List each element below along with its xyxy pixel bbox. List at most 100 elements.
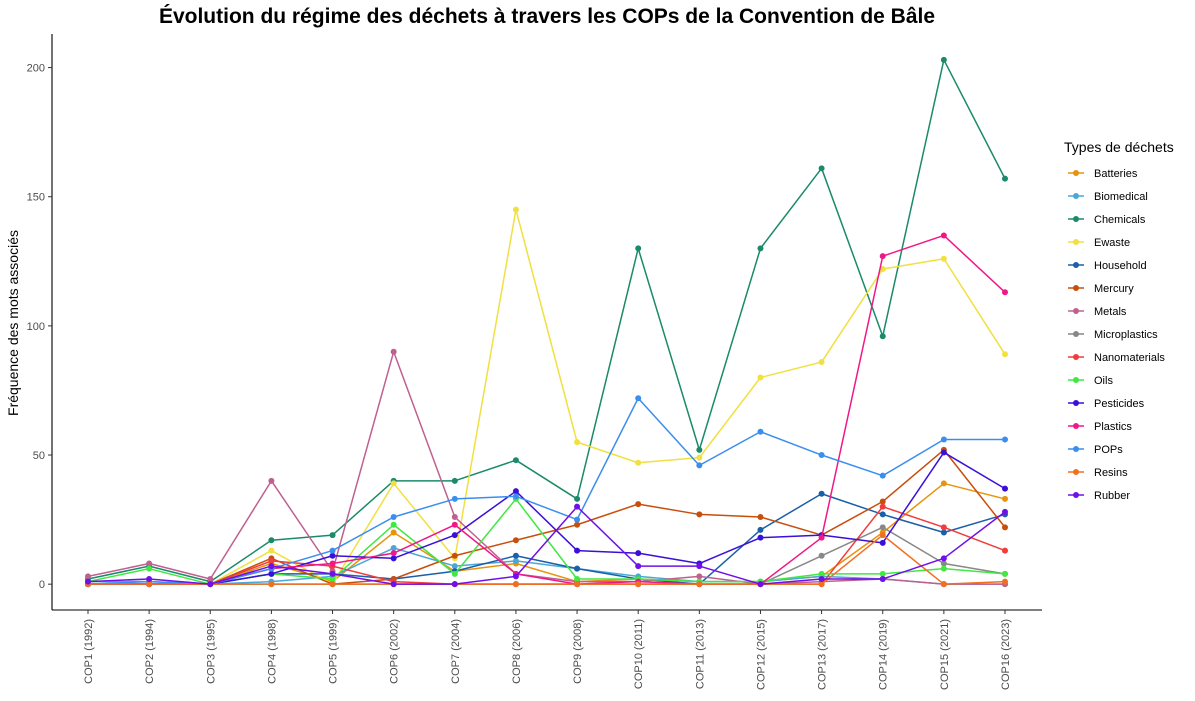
legend-label: Batteries [1094, 168, 1138, 180]
x-tick-label: COP5 (1999) [328, 619, 340, 684]
data-point-metals [451, 514, 458, 521]
legend-label: Oils [1094, 375, 1113, 387]
data-point-chemicals [512, 457, 519, 464]
data-point-metals [207, 576, 214, 583]
data-point-chemicals [1002, 175, 1008, 182]
data-point-pops [451, 495, 458, 502]
data-point-ewaste [635, 459, 642, 466]
legend-label: Biomedical [1094, 191, 1148, 203]
data-point-chemicals [268, 537, 275, 544]
data-point-pops [757, 428, 764, 435]
data-point-rubber [757, 581, 764, 588]
x-tick-label: COP16 (2023) [1000, 619, 1012, 690]
legend-item-chemicals: Chemicals [1068, 214, 1146, 226]
x-tick-label: COP4 (1998) [266, 619, 278, 684]
data-point-rubber [696, 563, 703, 570]
legend-key-point [1073, 285, 1079, 291]
data-point-microplastics [818, 552, 825, 559]
data-point-rubber [451, 581, 458, 588]
data-point-ewaste [1002, 351, 1008, 358]
legend-key-point [1073, 354, 1079, 360]
data-point-nanomaterials [940, 524, 947, 531]
x-tick-label: COP13 (2017) [817, 619, 829, 690]
data-point-rubber [635, 563, 642, 570]
legend-item-resins: Resins [1068, 467, 1128, 479]
series-rubber [85, 503, 1008, 588]
data-point-pesticides [940, 449, 947, 456]
data-point-metals [146, 560, 153, 567]
data-point-ewaste [757, 374, 764, 381]
data-point-mercury [1002, 524, 1008, 531]
data-point-plastics [451, 521, 458, 528]
data-point-pops [1002, 436, 1008, 443]
data-point-plastics [940, 232, 947, 239]
data-point-chemicals [757, 245, 764, 252]
data-point-ewaste [574, 439, 581, 446]
legend-item-plastics: Plastics [1068, 421, 1132, 433]
legend-label: Ewaste [1094, 237, 1130, 249]
series-line-metals [87, 350, 1005, 585]
series-mercury [85, 446, 1008, 588]
data-point-biomedical [390, 545, 397, 552]
y-tick-label: 0 [39, 579, 45, 591]
data-point-resins [940, 581, 947, 588]
data-point-resins [818, 581, 825, 588]
data-point-batteries [940, 480, 947, 487]
legend-label: Microplastics [1094, 329, 1158, 341]
data-point-rubber [390, 581, 397, 588]
legend-item-household: Household [1068, 260, 1147, 272]
data-point-mercury [696, 511, 703, 518]
data-point-rubber [574, 503, 581, 510]
legend-key-point [1073, 423, 1079, 429]
legend-key-point [1073, 193, 1079, 199]
legend-key-point [1073, 400, 1079, 406]
data-point-rubber [879, 576, 886, 583]
x-tick-label: COP14 (2019) [878, 619, 890, 690]
series-line-pesticides [88, 451, 1006, 585]
legend-item-oils: Oils [1068, 375, 1113, 387]
data-point-pops [940, 436, 947, 443]
series-layer [85, 56, 1008, 588]
data-point-plastics [818, 534, 825, 541]
legend-item-microplastics: Microplastics [1068, 329, 1158, 341]
data-point-oils [818, 570, 825, 577]
data-point-pesticides [879, 539, 886, 546]
series-ewaste [85, 206, 1008, 588]
data-point-ewaste [390, 480, 397, 487]
data-point-pesticides [512, 488, 519, 495]
data-point-chemicals [574, 495, 581, 502]
data-point-rubber [1002, 508, 1008, 515]
data-point-resins [512, 581, 519, 588]
data-point-pops [696, 462, 703, 469]
data-point-resins [574, 581, 581, 588]
data-point-mercury [879, 498, 886, 505]
x-tick-label: COP7 (2004) [450, 619, 462, 684]
legend-label: Mercury [1094, 283, 1134, 295]
data-point-mercury [635, 501, 642, 508]
data-point-chemicals [879, 333, 886, 340]
data-point-pesticides [1002, 485, 1008, 492]
data-point-pops [512, 493, 519, 500]
x-tick-label: COP10 (2011) [633, 619, 645, 689]
series-line-mercury [88, 449, 1006, 585]
data-point-rubber [329, 570, 336, 577]
data-point-pops [390, 514, 397, 521]
data-point-metals [268, 477, 275, 484]
data-point-oils [146, 565, 153, 572]
data-point-mercury [574, 521, 581, 528]
series-line-batteries [88, 482, 1006, 585]
x-axis: COP1 (1992) COP2 (1994) COP3 (1995) COP4 (1… [52, 609, 1042, 690]
y-axis-title: Fréquence des mots associés [5, 230, 21, 416]
data-point-rubber [268, 563, 275, 570]
data-point-ewaste [512, 206, 519, 213]
data-point-chemicals [635, 245, 642, 252]
x-tick-label: COP6 (2002) [389, 619, 401, 684]
data-point-oils [329, 576, 336, 583]
data-point-household [574, 565, 581, 572]
legend-label: Household [1094, 260, 1147, 272]
data-point-resins [635, 581, 642, 588]
data-point-household [512, 552, 519, 559]
legend-label: POPs [1094, 444, 1123, 456]
series-line-chemicals [87, 59, 1006, 583]
legend: Types de déchets Batteries Biomedical Chem… [1064, 139, 1174, 502]
